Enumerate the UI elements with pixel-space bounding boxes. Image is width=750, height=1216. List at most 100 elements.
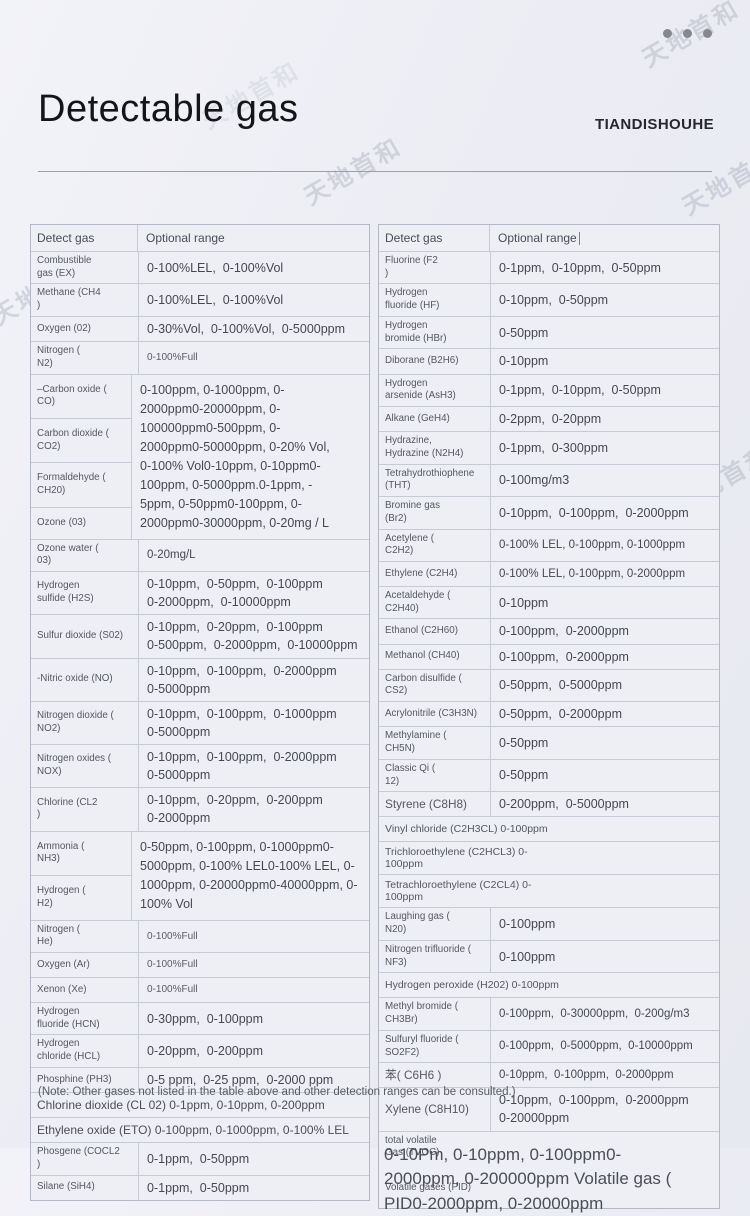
table-row: Methylamine ( CH5N) 0-50ppm <box>379 726 719 758</box>
range-value: 0-1ppm, 0-10ppm, 0-50ppm <box>499 259 661 277</box>
full-row-text: Tetrachloroethylene (C2CL4) 0- 100ppm <box>379 875 719 907</box>
gas-name-cell: Chlorine (CL2 ) <box>31 788 139 830</box>
range-cell: 0-1ppm, 0-50ppm <box>139 1176 369 1200</box>
table-row: Acetylene ( C2H2)0-100% LEL, 0-100ppm, 0… <box>379 529 719 561</box>
header-optional-range: Optional range <box>138 225 369 251</box>
range-cell: 0-50ppm <box>491 760 719 791</box>
gas-name-column: –Carbon oxide ( CO)Carbon dioxide ( CO2)… <box>31 375 132 539</box>
range-cell: 0-10ppm, 0-100ppm, 0-2000ppm 0-20000ppm <box>491 1088 719 1130</box>
range-cell: 0-10ppm, 0-100ppm, 0-2000ppm <box>491 1063 719 1087</box>
range-value: 0-10ppm, 0-100ppm, 0-2000ppm <box>499 504 689 522</box>
range-cell: 0-10ppm, 0-20ppm, 0-200ppm 0-2000ppm <box>139 788 369 830</box>
range-cell: 0-100ppm, 0-30000ppm, 0-200g/m3 <box>491 998 719 1029</box>
gas-name-cell: Ozone (03) <box>31 507 131 539</box>
range-value: 0-1ppm, 0-50ppm <box>147 1179 249 1197</box>
gas-name-cell: Formaldehyde ( CH20) <box>31 462 131 506</box>
gas-name-cell: Tetrahydrothiophene (THT) <box>379 465 491 496</box>
range-cell: 0-50ppm, 0-5000ppm <box>491 670 719 701</box>
gas-name-cell: Methylamine ( CH5N) <box>379 727 491 758</box>
gas-name-cell: Combustible gas (EX) <box>31 252 139 283</box>
table-row: Nitrogen trifluoride ( NF3)0-100ppm <box>379 940 719 972</box>
table-row: Oxygen (Ar)0-100%Full <box>31 952 369 977</box>
table-row: Styrene (C8H8)0-200ppm, 0-5000ppm <box>379 791 719 816</box>
gas-name-cell: Laughing gas ( N20) <box>379 908 491 939</box>
range-cell: 0-100ppm, 0-2000ppm <box>491 645 719 669</box>
range-value: 0-50ppm <box>499 766 548 784</box>
gas-name-cell: Carbon disulfide ( CS2) <box>379 670 491 701</box>
table-row: Oxygen (02) 0-30%Vol, 0-100%Vol, 0-5000pp… <box>31 316 369 341</box>
table-row: Methyl bromide ( CH3Br) 0-100ppm, 0-30000… <box>379 997 719 1029</box>
range-cell: 0-100%Full <box>139 978 369 1002</box>
table-row: Nitrogen ( N2)0-100%Full <box>31 341 369 373</box>
range-cell: 0-10ppm, 0-20ppm, 0-100ppm 0-500ppm, 0-2… <box>139 615 369 657</box>
table-row: Methane (CH4 )0-100%LEL, 0-100%Vol <box>31 283 369 315</box>
gas-name-cell: Xenon (Xe) <box>31 978 139 1002</box>
gas-name-cell: Carbon dioxide ( CO2) <box>31 418 131 462</box>
table-row: 苯( C6H6 )0-10ppm, 0-100ppm, 0-2000ppm <box>379 1062 719 1087</box>
menu-dots <box>663 29 712 38</box>
gas-name-cell: Ammonia ( NH3) <box>31 832 131 876</box>
range-cell: 0-10ppm, 0-100ppm, 0-2000ppm 0-5000ppm <box>139 745 369 787</box>
range-value: 0-50ppm <box>499 734 548 752</box>
range-cell: 0-1ppm, 0-10ppm, 0-50ppm <box>491 375 719 406</box>
range-value: 0-10ppm, 0-100ppm, 0-2000ppm 0-5000ppm <box>147 662 337 698</box>
gas-name-cell: Hydrogen sulfide (H2S) <box>31 572 139 614</box>
gas-name-cell: Fluorine (F2 ) <box>379 252 491 283</box>
range-cell: 0-100%LEL, 0-100%Vol <box>139 284 369 315</box>
table-row: total volatile Gas (TVOC)Volatile gases … <box>379 1131 719 1208</box>
table-row: Xenon (Xe)0-100%Full <box>31 977 369 1002</box>
table-row: Tetrachloroethylene (C2CL4) 0- 100ppm <box>379 874 719 907</box>
gas-name-cell: Methyl bromide ( CH3Br) <box>379 998 491 1029</box>
menu-dot <box>663 29 672 38</box>
range-value: 0-30%Vol, 0-100%Vol, 0-5000ppm <box>147 320 345 338</box>
table-row: Silane (SiH4)0-1ppm, 0-50ppm <box>31 1175 369 1200</box>
range-value: 0-100%Full <box>147 958 198 971</box>
range-value: 0-100ppm, 0-30000ppm, 0-200g/m3 <box>499 1006 690 1022</box>
range-cell: 0-100mg/m3 <box>491 465 719 496</box>
gas-name-cell: Styrene (C8H8) <box>379 792 491 816</box>
table-row: Bromine gas (Br2)0-10ppm, 0-100ppm, 0-20… <box>379 496 719 528</box>
gas-name-cell: Sulfuryl fluoride ( SO2F2) <box>379 1031 491 1062</box>
range-cell: 0-100ppm <box>491 908 719 939</box>
table-row: Sulfuryl fluoride ( SO2F2)0-100ppm, 0-50… <box>379 1030 719 1062</box>
merged-range-cell: 0-50ppm, 0-100ppm, 0-1000ppm0- 5000ppm, … <box>132 832 369 920</box>
table-row: Carbon disulfide ( CS2)0-50ppm, 0-5000pp… <box>379 669 719 701</box>
table-row: Hydrogen bromide (HBr)0-50ppm <box>379 316 719 348</box>
range-cell: 0-100%Full <box>139 953 369 977</box>
table-row: Ozone water ( 03)0-20mg/L <box>31 539 369 571</box>
range-cell: 0-30%Vol, 0-100%Vol, 0-5000ppm <box>139 317 369 341</box>
table-row: Ethanol (C2H60)0-100ppm, 0-2000ppm <box>379 618 719 643</box>
range-value: 0-100ppm, 0-2000ppm <box>499 648 629 666</box>
range-cell: 0-2ppm, 0-20ppm <box>491 407 719 431</box>
gas-name-cell: 苯( C6H6 ) <box>379 1063 491 1087</box>
range-cell: 0-10ppm, 0-100ppm, 0-2000ppm <box>491 497 719 528</box>
gas-name-cell: Oxygen (02) <box>31 317 139 341</box>
range-cell: 0-1ppm, 0-10ppm, 0-50ppm <box>491 252 719 283</box>
range-cell: 0-10ppm <box>491 349 719 373</box>
table-row: Hydrogen arsenide (AsH3)0-1ppm, 0-10ppm,… <box>379 374 719 406</box>
range-value: 0-100% LEL, 0-100ppm, 0-2000ppm <box>499 566 685 582</box>
range-value: 0-10ppm, 0-50ppm, 0-100ppm 0-2000ppm, 0-… <box>147 575 323 611</box>
gas-name-cell: Ethylene (C2H4) <box>379 562 491 586</box>
gas-name-cell: Hydrogen chloride (HCL) <box>31 1035 139 1066</box>
menu-dot <box>703 29 712 38</box>
gas-name-cell: Methanol (CH40) <box>379 645 491 669</box>
table-row: Hydrogen peroxide (H202) 0-100ppm <box>379 972 719 997</box>
table-row: Classic Qi ( 12)0-50ppm <box>379 759 719 791</box>
table-row: Nitrogen oxides ( NOX)0-10ppm, 0-100ppm,… <box>31 744 369 787</box>
gas-name-cell: Hydrogen ( H2) <box>31 875 131 920</box>
range-cell: 0-50ppm <box>491 317 719 348</box>
table-row: Acrylonitrile (C3H3N)0-50ppm, 0-2000ppm <box>379 701 719 726</box>
range-value: 0-100%LEL, 0-100%Vol <box>147 291 283 309</box>
range-value: 0-50ppm, 0-2000ppm <box>499 705 622 723</box>
table-row: Hydrogen fluoride (HCN)0-30ppm, 0-100ppm <box>31 1002 369 1034</box>
range-value: 0-100ppm, 0-2000ppm <box>499 622 629 640</box>
gas-name-cell: Nitrogen ( He) <box>31 921 139 952</box>
range-value: 0-2ppm, 0-20ppm <box>499 410 601 428</box>
table-row: Ethylene (C2H4) 0-100% LEL, 0-100ppm, 0-2… <box>379 561 719 586</box>
range-cell: 0-10ppm <box>491 587 719 618</box>
gas-name-cell: Hydrogen arsenide (AsH3) <box>379 375 491 406</box>
